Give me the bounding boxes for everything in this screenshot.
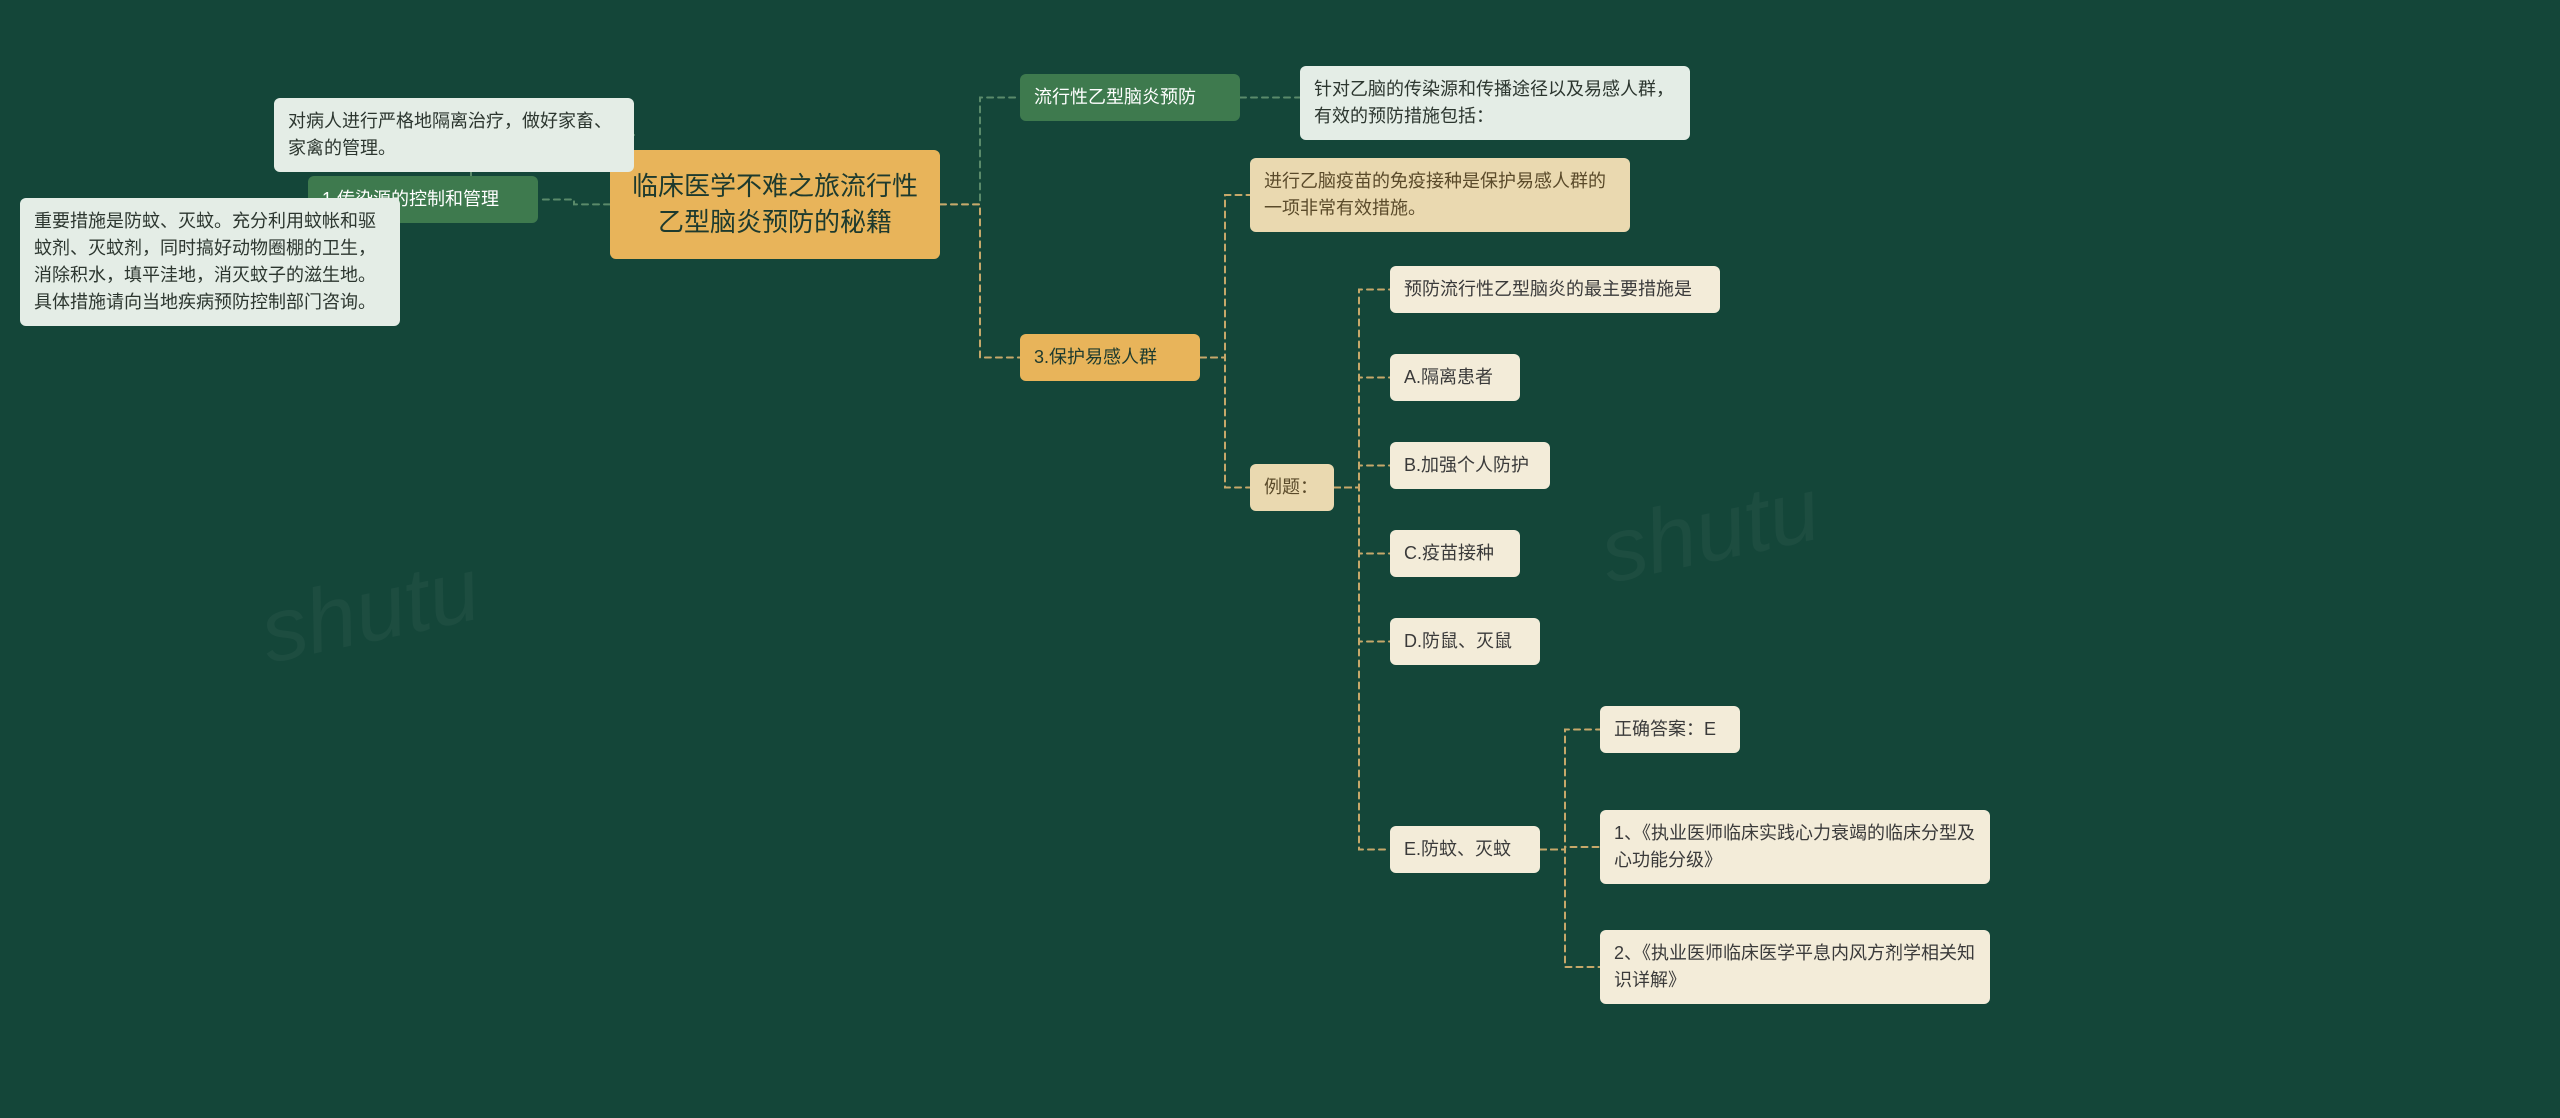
right-branch-b: 3.保护易感人群: [1020, 334, 1200, 381]
example-option-b: B.加强个人防护: [1390, 442, 1550, 489]
example-answer: 正确答案：E: [1600, 706, 1740, 753]
example-label: 例题：: [1250, 464, 1334, 511]
root-node: 临床医学不难之旅流行性 乙型脑炎预防的秘籍: [610, 150, 940, 259]
left-branch-1-child: 对病人进行严格地隔离治疗，做好家畜、家禽的管理。: [274, 98, 634, 172]
left-branch-2-child: 重要措施是防蚊、灭蚊。充分利用蚊帐和驱蚊剂、灭蚊剂，同时搞好动物圈棚的卫生，消除…: [20, 198, 400, 326]
example-option-d: D.防鼠、灭鼠: [1390, 618, 1540, 665]
right-branch-a: 流行性乙型脑炎预防: [1020, 74, 1240, 121]
example-ref-1: 1、《执业医师临床实践心力衰竭的临床分型及心功能分级》: [1600, 810, 1990, 884]
right-branch-a-child: 针对乙脑的传染源和传播途径以及易感人群，有效的预防措施包括：: [1300, 66, 1690, 140]
example-option-c: C.疫苗接种: [1390, 530, 1520, 577]
example-ref-2: 2、《执业医师临床医学平息内风方剂学相关知识详解》: [1600, 930, 1990, 1004]
watermark: shutu: [1592, 458, 1829, 605]
example-question: 预防流行性乙型脑炎的最主要措施是: [1390, 266, 1720, 313]
example-option-a: A.隔离患者: [1390, 354, 1520, 401]
watermark: shutu: [252, 538, 489, 685]
right-branch-b-child1: 进行乙脑疫苗的免疫接种是保护易感人群的一项非常有效措施。: [1250, 158, 1630, 232]
example-option-e: E.防蚊、灭蚊: [1390, 826, 1540, 873]
